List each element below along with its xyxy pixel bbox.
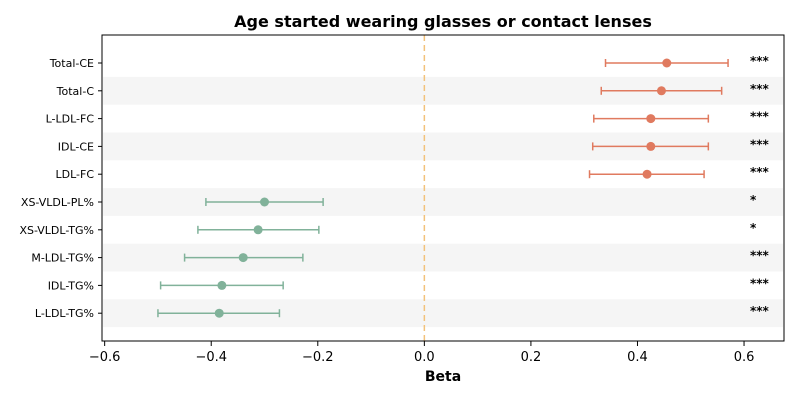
point-estimate	[217, 280, 227, 290]
forest-row	[593, 114, 710, 124]
significance-label: ***	[750, 54, 770, 68]
significance-labels: **************************	[750, 54, 770, 318]
point-estimates-layer	[157, 58, 729, 318]
x-axis-label: Beta	[425, 369, 461, 385]
y-tick-label: M-LDL-TG%	[31, 252, 94, 265]
point-estimate	[662, 58, 672, 68]
forest-row	[600, 86, 723, 96]
y-tick-label: XS-VLDL-TG%	[19, 224, 94, 237]
forest-row	[197, 225, 320, 235]
plot-frame	[101, 34, 785, 342]
significance-label: *	[750, 193, 757, 207]
point-estimate	[260, 197, 270, 207]
significance-label: ***	[750, 165, 770, 179]
x-axis: −0.6 −0.4 −0.2 0.0 0.2 0.4 0.6	[89, 341, 755, 365]
forest-row	[159, 280, 284, 290]
x-tick-label: 0.2	[521, 350, 542, 365]
point-estimate	[656, 86, 666, 96]
y-tick-label: LDL-FC	[55, 168, 94, 181]
significance-label: ***	[750, 304, 770, 318]
forest-row	[591, 141, 710, 151]
x-tick-label: 0.4	[627, 350, 648, 365]
y-tick-label: L-LDL-TG%	[35, 307, 94, 320]
y-tick-label: XS-VLDL-PL%	[21, 196, 94, 209]
x-tick-label: −0.4	[195, 350, 227, 365]
y-tick-label: IDL-CE	[58, 140, 94, 153]
y-tick-labels: Total-CE Total-C L-LDL-FC IDL-CE LDL-FC XS-VL…	[19, 57, 102, 320]
y-tick-label: L-LDL-FC	[46, 113, 95, 126]
point-estimate	[238, 253, 248, 263]
y-tick-label: Total-C	[56, 85, 95, 98]
y-tick-label: Total-CE	[49, 57, 94, 70]
x-tick-label: −0.2	[302, 350, 334, 365]
row-bands	[103, 76, 783, 328]
significance-label: ***	[750, 249, 770, 263]
x-tick-label: 0.0	[414, 350, 435, 365]
point-estimate	[646, 114, 656, 124]
significance-label: *	[750, 221, 757, 235]
forest-row	[183, 253, 304, 263]
significance-label: ***	[750, 110, 770, 124]
x-tick-label: 0.6	[734, 350, 755, 365]
significance-label: ***	[750, 82, 770, 96]
point-estimate	[646, 141, 656, 151]
point-estimate	[214, 308, 224, 318]
forest-row	[604, 58, 729, 68]
forest-row	[588, 169, 705, 179]
row-band	[103, 188, 783, 216]
forest-row	[205, 197, 324, 207]
y-tick-label: IDL-TG%	[48, 279, 94, 292]
significance-label: ***	[750, 137, 770, 151]
chart-title: Age started wearing glasses or contact l…	[234, 12, 652, 31]
significance-label: ***	[750, 276, 770, 290]
point-estimate	[253, 225, 263, 235]
x-tick-label: −0.6	[89, 350, 121, 365]
point-estimate	[642, 169, 652, 179]
forest-row	[157, 308, 281, 318]
